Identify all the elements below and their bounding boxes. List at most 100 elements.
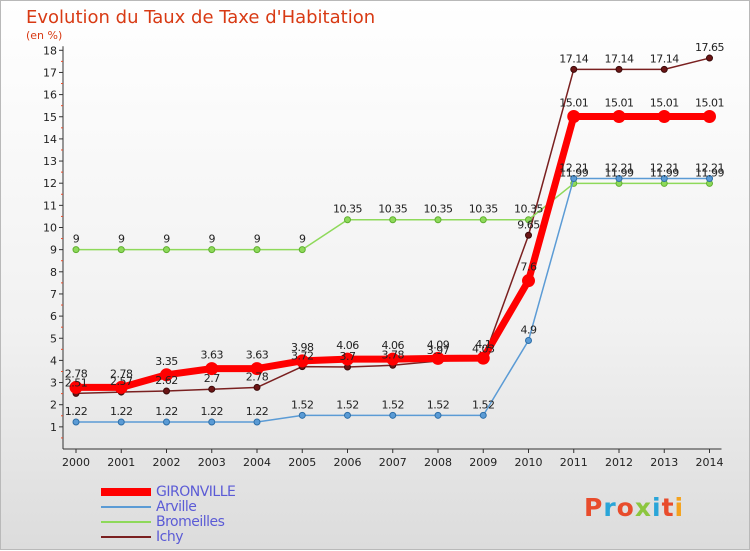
- data-point: [660, 175, 668, 183]
- data-point: [205, 362, 219, 376]
- y-tick-label: 18: [43, 44, 57, 57]
- data-point: [298, 411, 306, 419]
- data-point: [253, 246, 261, 254]
- data-label: 9: [163, 233, 170, 246]
- data-label: 3.35: [155, 355, 178, 368]
- data-label: 9.65: [517, 218, 540, 231]
- data-label: 17.14: [650, 52, 679, 65]
- data-label: 2.78: [246, 370, 269, 383]
- data-label: 12.21: [605, 162, 634, 175]
- data-label: 1.52: [382, 398, 405, 411]
- y-tick-label: 16: [43, 89, 57, 102]
- data-label: 7.6: [521, 261, 537, 274]
- y-tick-label: 4: [50, 354, 57, 367]
- data-point: [567, 110, 581, 124]
- data-label: 15.01: [559, 97, 588, 110]
- data-label: 9: [118, 233, 125, 246]
- legend-swatch: [101, 521, 151, 523]
- x-tick-label: 2007: [379, 456, 407, 469]
- data-label: 1.22: [155, 405, 178, 418]
- data-label: 17.65: [695, 41, 724, 54]
- data-label: 2.57: [110, 375, 133, 388]
- data-point: [208, 246, 216, 254]
- data-label: 1.22: [246, 405, 269, 418]
- data-label: 9: [73, 233, 80, 246]
- data-label: 4.1: [475, 338, 491, 351]
- x-tick-label: 2013: [650, 456, 678, 469]
- data-label: 10.35: [424, 203, 453, 216]
- data-point: [389, 411, 397, 419]
- data-point: [660, 65, 668, 73]
- data-point: [117, 418, 125, 426]
- logo-letter: i: [674, 493, 685, 522]
- data-label: 2.78: [65, 367, 88, 380]
- x-tick-label: 2010: [515, 456, 543, 469]
- data-label: 9: [299, 233, 306, 246]
- x-tick-label: 2004: [243, 456, 271, 469]
- data-point: [341, 352, 354, 366]
- data-point: [163, 246, 170, 254]
- data-label: 3.63: [246, 349, 269, 362]
- logo-letter: r: [603, 493, 617, 522]
- x-tick-label: 2000: [62, 456, 90, 469]
- data-label: 4.09: [427, 338, 450, 351]
- data-point: [298, 246, 306, 254]
- data-point: [657, 110, 671, 124]
- data-label: 15.01: [650, 97, 679, 110]
- data-point: [208, 418, 216, 426]
- y-tick-label: 3: [50, 377, 57, 390]
- legend-swatch: [101, 536, 151, 538]
- data-point: [69, 380, 83, 394]
- data-label: 11.99: [650, 166, 679, 179]
- data-point: [703, 110, 716, 124]
- y-tick-label: 14: [43, 133, 57, 146]
- data-label: 4.9: [521, 323, 537, 336]
- data-point: [479, 216, 487, 224]
- data-point: [389, 216, 397, 224]
- data-label: 1.52: [427, 398, 450, 411]
- data-label: 4.03: [472, 343, 495, 356]
- data-label: 10.35: [469, 203, 498, 216]
- data-label: 1.52: [336, 398, 359, 411]
- data-point: [570, 175, 578, 183]
- legend-label: Arville: [156, 499, 197, 515]
- chart-unit-label: (en %): [26, 29, 63, 42]
- logo-letter: x: [634, 493, 652, 522]
- data-point: [253, 418, 261, 426]
- data-label: 1.52: [472, 398, 495, 411]
- data-label: 1.22: [65, 405, 88, 418]
- data-label: 3.97: [427, 344, 450, 357]
- data-label: 11.99: [605, 166, 634, 179]
- data-label: 17.14: [605, 52, 634, 65]
- data-point: [525, 231, 532, 239]
- logo-letter: P: [584, 493, 604, 522]
- legend-label: Bromeilles: [156, 514, 225, 530]
- y-tick-label: 10: [43, 222, 57, 235]
- data-point: [114, 380, 128, 394]
- data-label: 12.21: [695, 162, 724, 175]
- data-point: [612, 110, 626, 124]
- data-point: [295, 354, 309, 368]
- y-tick-label: 9: [50, 244, 57, 257]
- data-label: 11.99: [695, 166, 724, 179]
- legend-swatch: [101, 488, 151, 496]
- data-label: 10.35: [378, 203, 407, 216]
- data-label: 4.06: [382, 339, 405, 352]
- data-point: [525, 336, 532, 344]
- y-tick-label: 15: [43, 111, 57, 124]
- data-label: 2.7: [204, 372, 220, 385]
- x-tick-label: 2001: [107, 456, 135, 469]
- data-point: [570, 65, 578, 73]
- data-point: [615, 175, 623, 183]
- data-point: [160, 368, 173, 382]
- y-tick-label: 11: [43, 199, 57, 212]
- data-label: 1.22: [110, 405, 133, 418]
- data-label: 1.22: [201, 405, 224, 418]
- data-label: 12.21: [559, 162, 588, 175]
- data-label: 10.35: [514, 203, 543, 216]
- data-label: 17.14: [559, 52, 588, 65]
- x-tick-label: 2014: [696, 456, 724, 469]
- logo-letter: o: [616, 493, 635, 522]
